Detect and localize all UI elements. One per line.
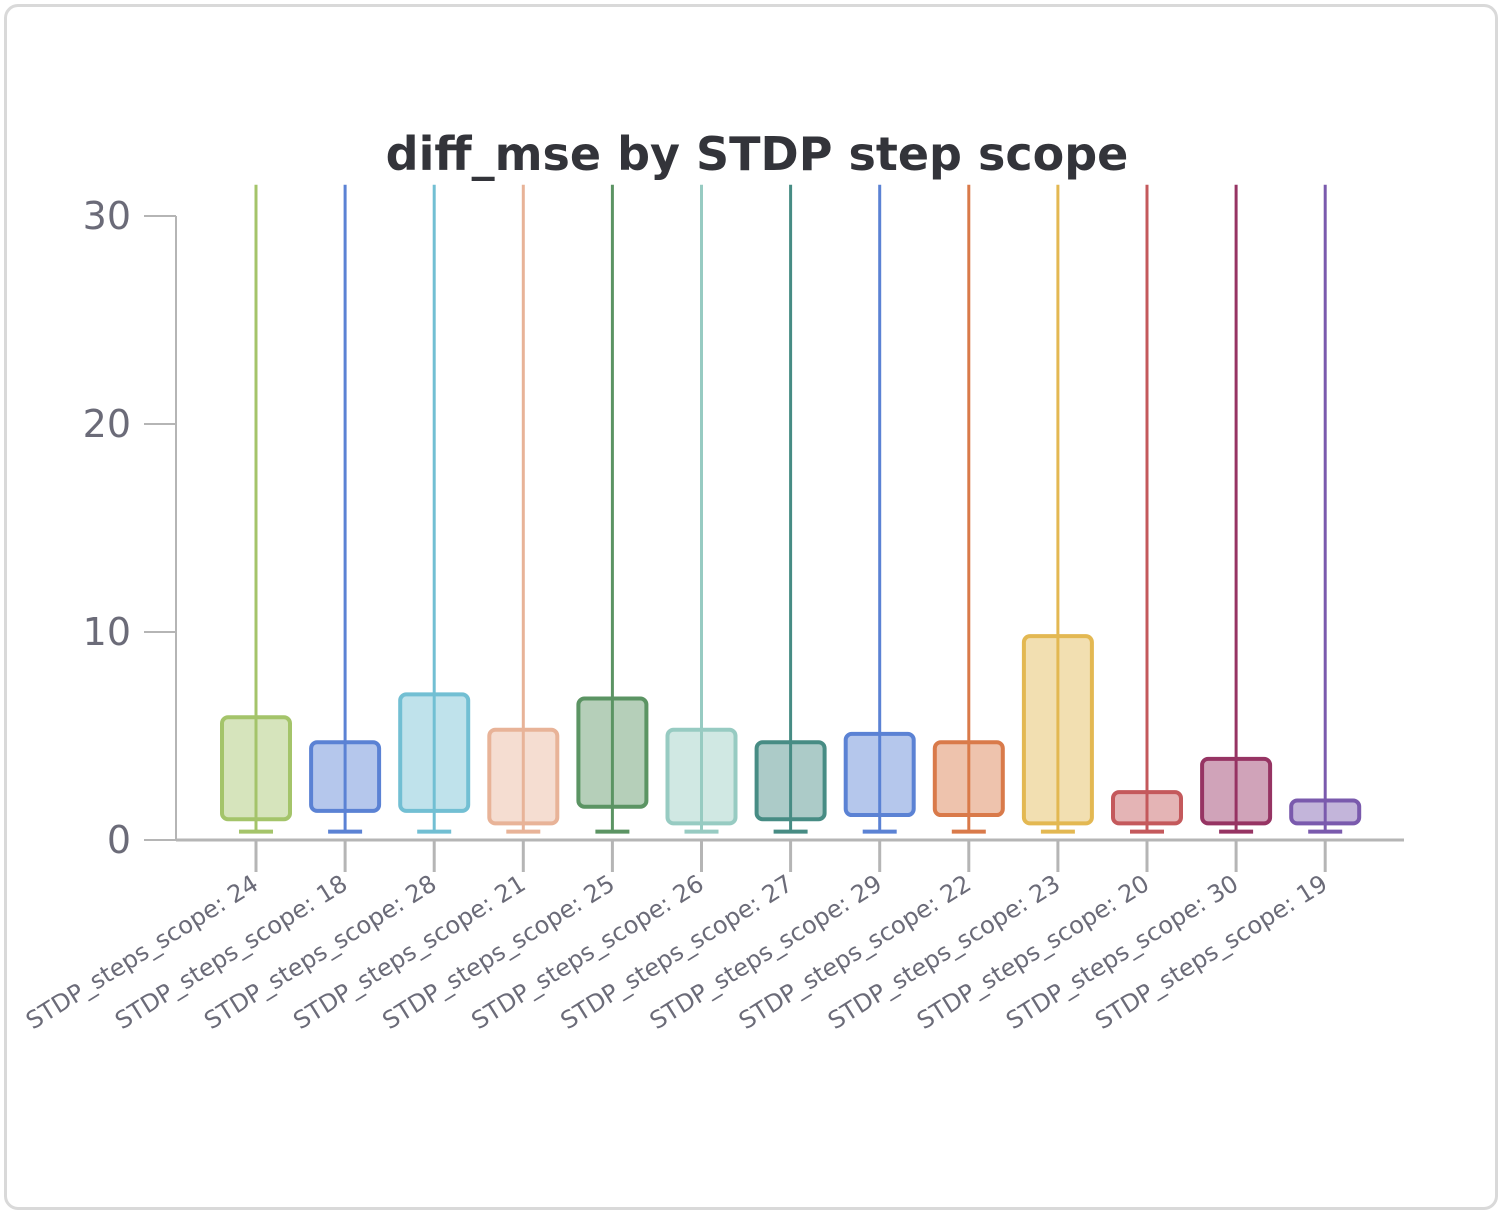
y-tick-label: 20	[83, 402, 131, 446]
box-body	[932, 740, 1005, 818]
y-tick-label: 0	[107, 818, 131, 862]
box-body	[843, 731, 916, 818]
box-body	[487, 727, 560, 826]
box-body	[309, 740, 382, 813]
box-body	[220, 715, 292, 822]
y-tick-label: 10	[83, 610, 131, 654]
box-body	[1200, 756, 1273, 826]
box-body	[398, 692, 471, 813]
box-body	[576, 696, 649, 809]
chart-title: diff_mse by STDP step scope	[385, 127, 1129, 181]
box-body	[754, 740, 827, 822]
chart-panel: diff_mse by STDP step scope	[4, 4, 1498, 1210]
box-body	[1111, 790, 1183, 826]
box-body	[665, 727, 738, 826]
box-body	[1021, 634, 1094, 826]
box-body	[1289, 798, 1362, 826]
y-tick-label: 30	[83, 194, 131, 238]
